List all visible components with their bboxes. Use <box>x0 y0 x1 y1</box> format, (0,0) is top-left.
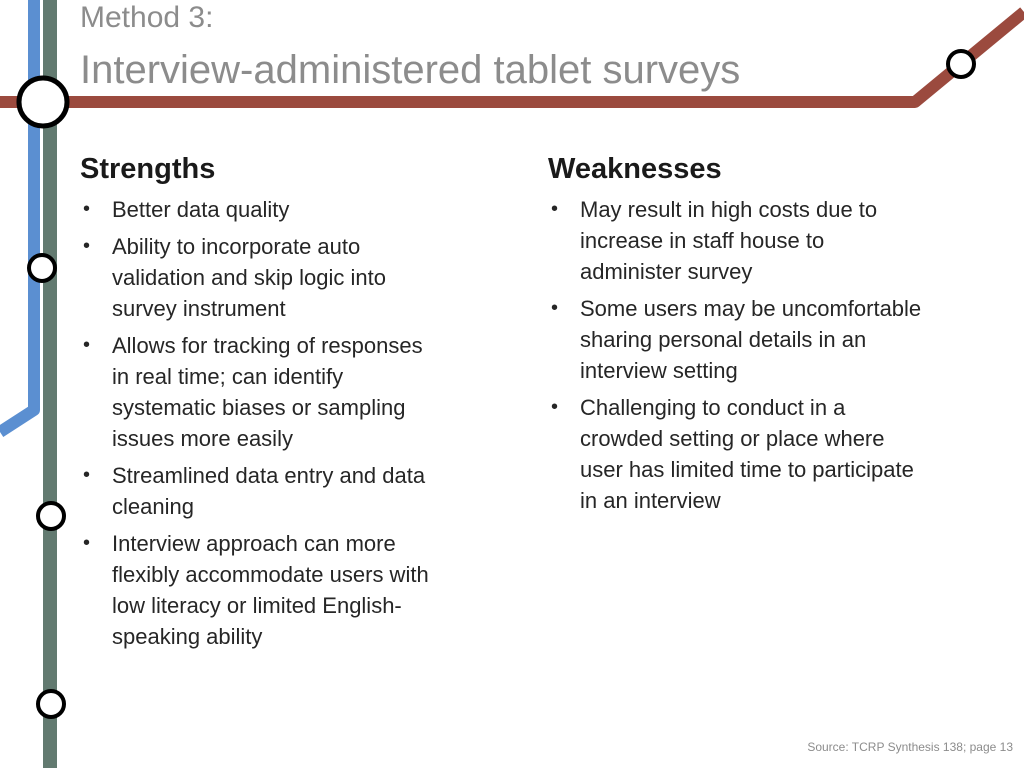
strength-item: Ability to incorporate auto validation a… <box>80 231 440 324</box>
station-circle <box>36 689 66 719</box>
weaknesses-list: May result in high costs due to increase… <box>548 194 928 516</box>
strength-item: Allows for tracking of responses in real… <box>80 330 440 454</box>
weakness-item: Challenging to conduct in a crowded sett… <box>548 392 928 516</box>
weakness-item: Some users may be uncomfortable sharing … <box>548 293 928 386</box>
station-circle <box>946 49 976 79</box>
strength-item: Interview approach can more flexibly acc… <box>80 528 440 652</box>
weaknesses-heading: Weaknesses <box>548 153 722 185</box>
title-method: Method 3: <box>80 1 214 34</box>
weakness-item: May result in high costs due to increase… <box>548 194 928 287</box>
station-circle <box>36 501 66 531</box>
red-transit-line <box>0 7 1024 108</box>
strengths-list: Better data quality Ability to incorpora… <box>80 194 440 652</box>
station-circle-large <box>16 75 70 129</box>
strengths-column: Strengths Better data quality Ability to… <box>80 150 440 658</box>
page-title: Interview-administered tablet surveys <box>80 48 741 92</box>
blue-transit-line <box>0 0 40 438</box>
source-citation: Source: TCRP Synthesis 138; page 13 <box>807 740 1013 754</box>
strength-item: Streamlined data entry and data cleaning <box>80 460 440 522</box>
weaknesses-column: Weaknesses May result in high costs due … <box>548 150 928 522</box>
station-circle <box>27 253 57 283</box>
strength-item: Better data quality <box>80 194 440 225</box>
strengths-heading: Strengths <box>80 153 216 185</box>
